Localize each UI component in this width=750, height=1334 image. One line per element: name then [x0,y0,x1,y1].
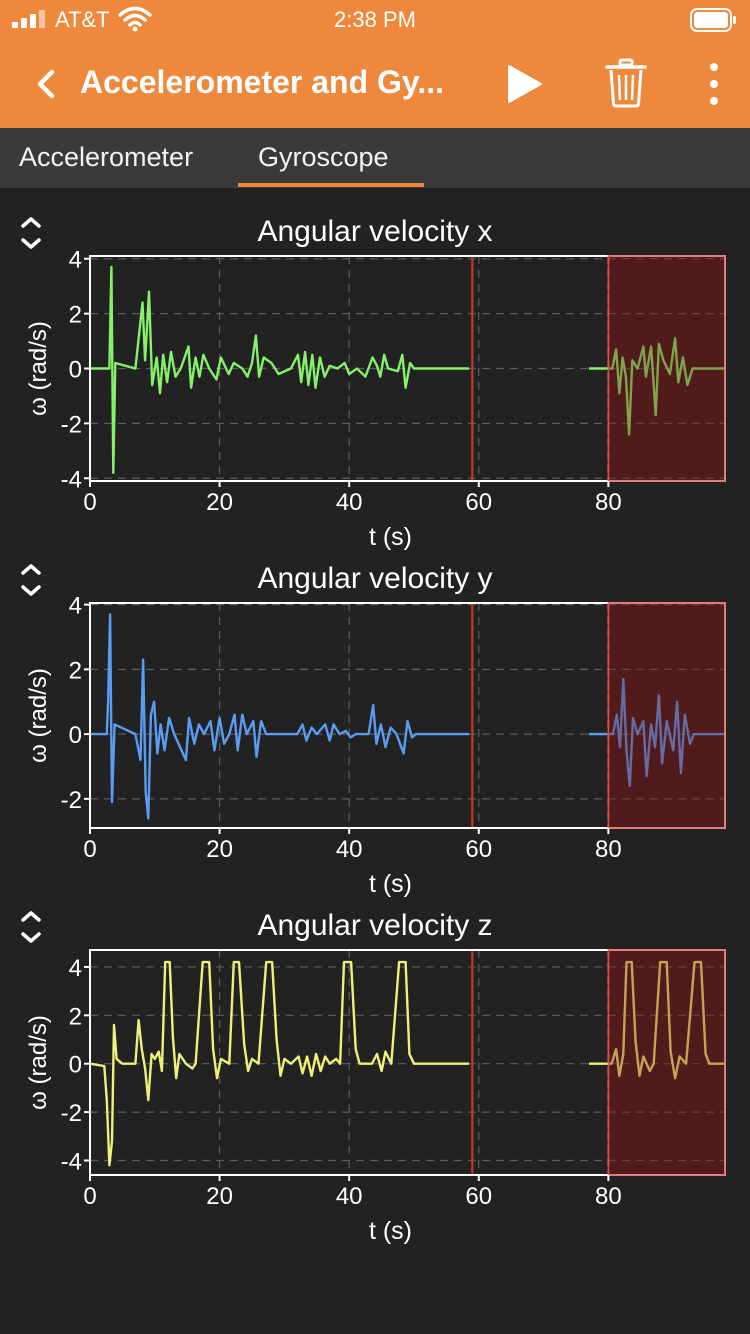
y-tick-label: 0 [69,357,82,384]
series-line [588,337,725,436]
app-bar: AT&T 2:38 PM Accelerometer and Gy... [0,0,750,128]
y-tick-label: 0 [69,722,82,749]
chart-title: Angular velocity x [257,215,492,248]
battery-icon [690,8,736,32]
x-axis-label: t (s) [369,1217,412,1245]
highlight-overlay [608,256,725,481]
x-tick-label: 60 [465,836,492,863]
status-bar: AT&T 2:38 PM [0,0,750,40]
x-tick-label: 80 [595,1183,622,1210]
highlight-overlay [608,603,725,828]
x-tick-label: 60 [465,489,492,516]
series-line [90,613,470,820]
expand-collapse-icon[interactable] [21,564,41,596]
tab-gyroscope[interactable]: Gyroscope [258,142,389,172]
x-tick-label: 40 [336,489,363,516]
x-tick-label: 20 [206,1183,233,1210]
highlight-frame [607,949,726,1176]
carrier-label: AT&T [55,7,110,32]
series-line [588,960,725,1080]
y-tick-label: -2 [61,411,82,438]
y-tick-label: 2 [69,1003,82,1030]
y-tick-label: -4 [61,466,82,493]
y-tick-label: -4 [61,1148,82,1175]
highlight-frame [607,602,726,829]
y-tick-label: 4 [69,955,82,982]
x-axis-label: t (s) [369,523,412,551]
x-tick-label: 0 [83,1183,96,1210]
chart-title: Angular velocity z [257,909,492,942]
tab-accelerometer[interactable]: Accelerometer [19,142,194,172]
y-axis-label: ω (rad/s) [25,668,52,763]
active-tab-indicator [238,183,424,187]
highlight-overlay [608,950,725,1175]
play-icon[interactable] [504,62,544,106]
highlight-region [608,603,725,828]
expand-collapse-icon[interactable] [21,911,41,943]
y-axis-label: ω (rad/s) [25,1015,52,1110]
series-line [588,677,725,788]
tab-bar: Accelerometer Gyroscope [0,128,750,188]
more-options-icon[interactable] [700,60,728,108]
wifi-icon [118,6,152,32]
highlight-frame [607,255,726,482]
x-tick-label: 40 [336,1183,363,1210]
x-tick-label: 0 [83,836,96,863]
chart-title: Angular velocity y [257,562,492,595]
x-tick-label: 0 [83,489,96,516]
x-tick-label: 20 [206,489,233,516]
toolbar-title: Accelerometer and Gy... [80,64,444,100]
status-time: 2:38 PM [334,7,416,32]
series-line [90,265,470,474]
y-tick-label: 2 [69,302,82,329]
signal-strength-icon [12,10,45,28]
y-axis-label: ω (rad/s) [25,321,52,416]
x-tick-label: 60 [465,1183,492,1210]
back-chevron-icon[interactable] [30,64,64,104]
y-tick-label: 4 [69,247,82,274]
y-tick-label: 2 [69,657,82,684]
x-tick-label: 40 [336,836,363,863]
x-tick-label: 80 [595,489,622,516]
y-tick-label: -2 [61,1100,82,1127]
series-line [89,960,470,1167]
y-tick-label: 4 [69,593,82,620]
expand-collapse-icon[interactable] [21,217,41,249]
x-tick-label: 80 [595,836,622,863]
y-tick-label: 0 [69,1052,82,1079]
y-tick-label: -2 [61,787,82,814]
x-tick-label: 20 [206,836,233,863]
x-axis-label: t (s) [369,870,412,898]
trash-icon[interactable] [604,58,648,108]
